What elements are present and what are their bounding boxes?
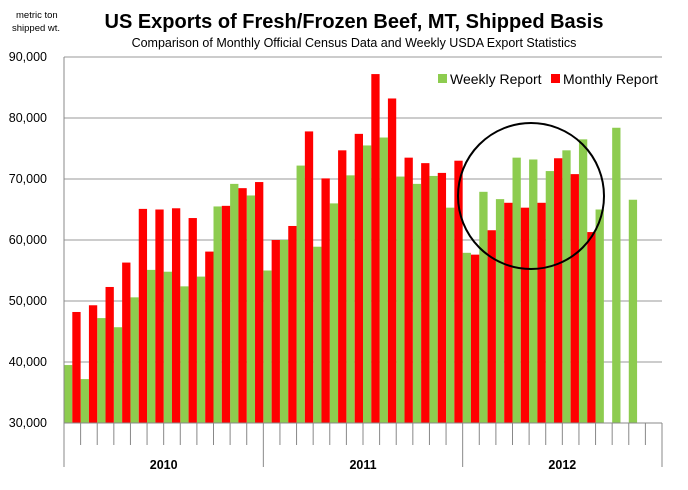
chart-subtitle: Comparison of Monthly Official Census Da… [132, 36, 577, 50]
bar-weekly [130, 297, 139, 423]
x-axis: 2010 2011 2012 [63, 57, 663, 472]
legend: Weekly Report Monthly Report [438, 71, 658, 87]
bar-monthly [338, 150, 347, 423]
bar-weekly [562, 150, 571, 423]
bar-weekly [346, 175, 355, 423]
bar-weekly [113, 327, 123, 423]
bar-monthly [487, 230, 496, 423]
bar-weekly [396, 176, 405, 423]
bar-weekly [213, 206, 222, 423]
y-tick-label: 50,000 [9, 294, 47, 308]
bar-weekly [246, 195, 256, 423]
bar-weekly [529, 159, 538, 424]
bar-weekly [412, 183, 422, 423]
bar-monthly [205, 251, 214, 423]
x-year-label: 2010 [150, 458, 178, 472]
y-tick-label: 90,000 [9, 50, 47, 64]
y-unit-label-line2: shipped wt. [12, 23, 60, 34]
bar-monthly [421, 163, 430, 423]
bar-weekly [313, 246, 322, 423]
bar-weekly [163, 271, 172, 423]
bar-monthly [304, 131, 314, 424]
bar-monthly [537, 202, 546, 423]
bar-monthly [72, 311, 81, 423]
y-tick-label: 40,000 [9, 355, 47, 369]
bar-weekly [578, 139, 588, 423]
bar-weekly [230, 183, 239, 423]
bar-monthly [404, 157, 413, 423]
bar-monthly [371, 74, 380, 423]
y-axis-ticks: 30,000 40,000 50,000 60,000 70,000 80,000 90,0… [9, 50, 47, 430]
bar-monthly [288, 225, 297, 423]
bar-monthly [188, 218, 197, 423]
y-tick-label: 30,000 [9, 416, 47, 430]
legend-swatch-monthly [551, 74, 560, 83]
bar-weekly [512, 157, 521, 423]
bar-monthly [554, 158, 563, 423]
bars [64, 74, 638, 424]
y-tick-label: 60,000 [9, 233, 47, 247]
bar-monthly [470, 254, 480, 423]
bar-monthly [504, 202, 513, 423]
y-tick-label: 70,000 [9, 172, 47, 186]
bar-monthly [105, 286, 114, 423]
bar-weekly [97, 318, 106, 423]
bar-weekly [429, 175, 438, 423]
bar-weekly [545, 171, 555, 423]
bar-monthly [238, 188, 247, 423]
bar-weekly [495, 199, 505, 423]
legend-label-weekly: Weekly Report [450, 71, 542, 87]
x-year-label: 2011 [349, 458, 376, 472]
bar-weekly [329, 203, 339, 423]
bar-weekly [147, 269, 156, 423]
bar-monthly [387, 98, 397, 423]
bar-weekly [612, 127, 621, 423]
bar-weekly [296, 165, 305, 423]
bar-monthly [138, 208, 148, 423]
bar-weekly [446, 207, 455, 423]
bar-monthly [122, 262, 131, 423]
bar-monthly [271, 240, 280, 423]
bar-monthly [354, 133, 363, 424]
bar-monthly [520, 207, 530, 423]
bar-weekly [64, 365, 73, 423]
bar-weekly [379, 137, 388, 423]
bar-weekly [595, 209, 604, 423]
y-unit-label-line1: metric ton [16, 10, 58, 21]
gridlines [64, 56, 662, 424]
bar-monthly [88, 305, 98, 423]
bar-monthly [155, 209, 164, 423]
legend-label-monthly: Monthly Report [563, 71, 658, 87]
bar-weekly [279, 240, 289, 423]
bar-weekly [80, 379, 89, 423]
chart-title: US Exports of Fresh/Frozen Beef, MT, Shi… [105, 11, 604, 33]
bar-weekly [180, 286, 189, 423]
bar-weekly [363, 145, 372, 423]
bar-monthly [570, 174, 579, 423]
x-year-label: 2012 [548, 458, 576, 472]
bar-monthly [171, 208, 181, 423]
y-tick-label: 80,000 [9, 111, 47, 125]
bar-weekly [263, 270, 272, 423]
bar-monthly [587, 232, 596, 423]
bar-weekly [196, 276, 206, 423]
bar-weekly [628, 199, 638, 423]
bar-monthly [321, 178, 330, 423]
bar-monthly [255, 182, 264, 423]
bar-monthly [437, 172, 447, 423]
bar-weekly [462, 252, 471, 423]
legend-swatch-weekly [438, 74, 447, 83]
highlight-circle [457, 122, 605, 270]
bar-monthly [454, 160, 463, 423]
bar-weekly [479, 191, 488, 423]
bar-monthly [221, 205, 231, 423]
